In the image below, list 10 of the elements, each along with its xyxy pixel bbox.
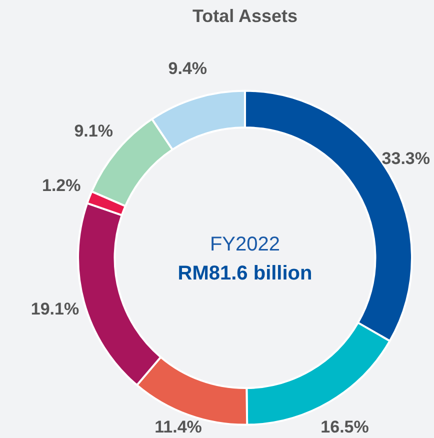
text: RM81.6 billion bbox=[178, 262, 312, 284]
data-label: 19.1% bbox=[30, 299, 80, 318]
data-label: 11.4% bbox=[154, 418, 202, 437]
data-label: 16.5% bbox=[320, 417, 369, 436]
data-label: 9.1% bbox=[74, 121, 113, 140]
data-label: 1.2% bbox=[42, 176, 81, 196]
data-label: 33.3% bbox=[382, 148, 430, 168]
text: FY2022 bbox=[210, 233, 280, 256]
chart-title: Total Assets bbox=[192, 6, 298, 26]
data-label: 9.4% bbox=[168, 59, 208, 78]
